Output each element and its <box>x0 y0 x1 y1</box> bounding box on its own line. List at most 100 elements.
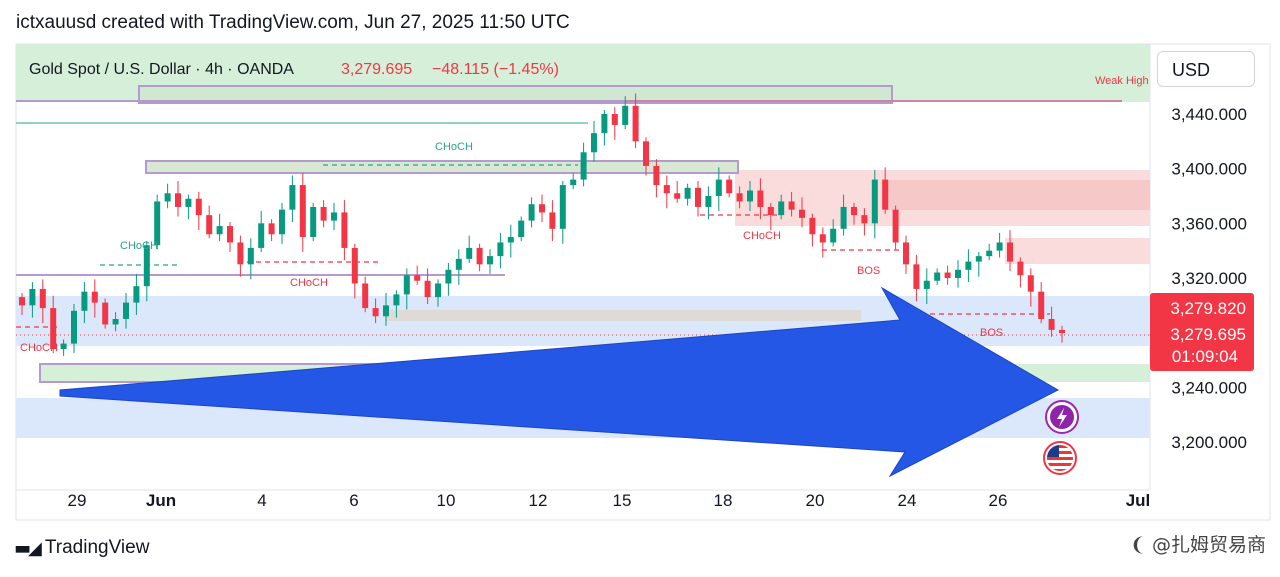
candle-up <box>112 319 119 325</box>
candle-down <box>726 179 733 194</box>
tv-logo-icon: ▬◢ <box>14 537 42 559</box>
x-tick-label: 15 <box>613 491 632 510</box>
candle-up <box>559 185 566 229</box>
candle-up <box>507 237 514 243</box>
candlestick-series <box>19 93 1065 356</box>
candle-up <box>216 226 223 235</box>
candle-up <box>871 179 878 224</box>
candle-up <box>258 223 265 248</box>
order-block-mid <box>145 160 739 174</box>
x-tick-label: Jun <box>146 491 176 510</box>
candle-up <box>279 209 285 235</box>
supply-zone-right-1b <box>885 180 1150 210</box>
candle-down <box>50 308 57 350</box>
candle-up <box>487 256 493 265</box>
y-tick-label: 3,320.000 <box>1171 269 1247 288</box>
choch-label-5: CHoCH <box>20 342 58 354</box>
candle-down <box>91 291 98 303</box>
bos-label-2: BOS <box>980 327 1003 339</box>
price-axis[interactable]: 3,440.000 3,400.000 3,360.000 3,320.000 3,24… <box>1171 105 1247 452</box>
weak-high-label: Weak High <box>1095 75 1149 87</box>
candle-down <box>809 217 816 235</box>
candle-down <box>757 190 764 207</box>
candle-down <box>767 206 774 216</box>
candle-down <box>539 204 545 213</box>
chart-caption: ictxauusd created with TradingView.com, … <box>16 12 570 33</box>
legend-change: −48.115 (−1.45%) <box>432 61 559 78</box>
candle-down <box>1059 329 1065 334</box>
candle-down <box>861 215 868 224</box>
candle-down <box>424 280 431 298</box>
candle-up <box>247 247 254 265</box>
x-tick-label: 18 <box>714 491 733 510</box>
candle-down <box>476 247 483 265</box>
x-tick-label: 24 <box>898 491 917 510</box>
x-tick-label: Jul <box>1126 491 1151 510</box>
symbol-legend[interactable]: Gold Spot / U.S. Dollar · 4h · OANDA <box>29 61 294 78</box>
candle-up <box>29 288 36 306</box>
candle-up <box>591 133 597 153</box>
candle-down <box>736 193 743 202</box>
candle-up <box>466 247 473 259</box>
lightning-event-icon[interactable] <box>1045 400 1079 434</box>
candle-up <box>518 220 525 237</box>
candle-up <box>403 275 410 295</box>
candle-up <box>840 206 847 229</box>
candle-up <box>143 245 150 287</box>
candle-down <box>892 209 899 243</box>
x-tick-label: 10 <box>437 491 456 510</box>
candle-up <box>715 179 722 196</box>
candle-up <box>934 272 941 281</box>
y-tick-label: 3,400.000 <box>1171 160 1247 179</box>
us-flag-event-icon[interactable] <box>1043 441 1077 475</box>
candle-down <box>1038 291 1045 319</box>
y-tick-label: 3,440.000 <box>1171 105 1247 124</box>
x-tick-label: 20 <box>806 491 825 510</box>
x-tick-label: 6 <box>349 491 358 510</box>
candle-up <box>60 343 67 350</box>
bos-label-1: BOS <box>857 265 880 277</box>
candle-down <box>175 193 181 207</box>
choch-label-4: CHoCH <box>743 230 781 242</box>
projection-arrow <box>59 286 1060 478</box>
candle-up <box>528 204 535 221</box>
candle-down <box>1007 242 1013 262</box>
candle-up <box>975 256 982 262</box>
candle-down <box>268 223 275 235</box>
current-price-tag: 3,279.820 3,279.695 01:09:04 <box>1150 293 1254 371</box>
candle-down <box>1048 319 1055 330</box>
candle-up <box>383 305 389 317</box>
choch-label-1: CHoCH <box>120 240 158 252</box>
candle-down <box>851 206 857 216</box>
candle-down <box>632 105 639 142</box>
candle-down <box>299 185 306 237</box>
candle-down <box>913 264 920 289</box>
candle-up <box>955 269 961 278</box>
candle-up <box>601 114 608 134</box>
brand-name: TradingView <box>44 537 150 558</box>
candle-down <box>341 212 348 248</box>
candle-up <box>684 187 691 199</box>
y-tick-label: 3,200.000 <box>1171 433 1247 452</box>
candle-up <box>923 280 930 289</box>
candle-down <box>39 288 46 309</box>
candle-up <box>705 196 712 207</box>
candle-up <box>154 201 161 246</box>
bar-countdown: 01:09:04 <box>1172 347 1238 366</box>
candle-up <box>435 283 441 298</box>
y-tick-label: 3,360.000 <box>1171 214 1247 233</box>
candle-up <box>497 242 504 257</box>
time-axis[interactable]: 29 Jun 4 6 10 12 15 18 20 24 26 Jul <box>68 491 1151 510</box>
candle-down <box>227 226 233 243</box>
candle-up <box>445 269 452 284</box>
candle-up <box>133 286 140 303</box>
choch-label-3: CHoCH <box>290 277 328 289</box>
candle-up <box>185 198 192 207</box>
candle-down <box>102 302 109 325</box>
candle-up <box>747 190 753 202</box>
legend-price: 3,279.695 <box>341 61 412 78</box>
candle-up <box>830 228 837 243</box>
currency-button[interactable]: USD <box>1157 51 1255 87</box>
tradingview-logo[interactable]: ▬◢ TradingView <box>14 537 149 559</box>
